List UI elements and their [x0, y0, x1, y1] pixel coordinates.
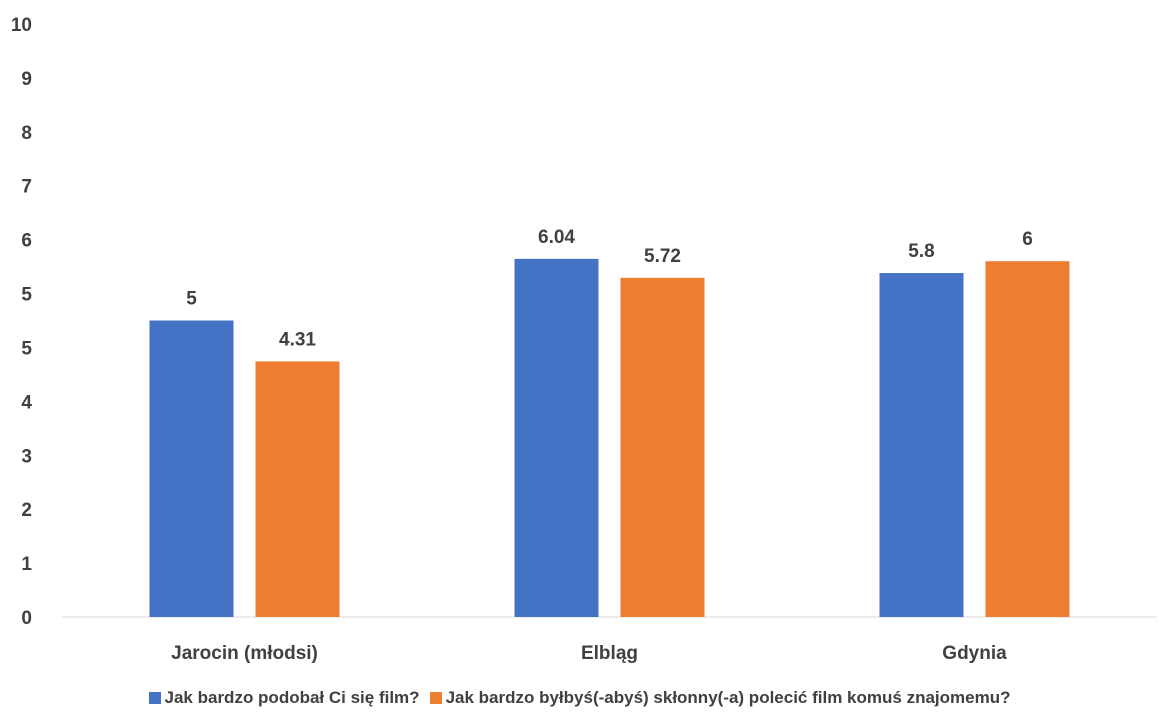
- legend-item-series-1: Jak bardzo podobał Ci się film?: [148, 688, 420, 708]
- legend-item-series-2: Jak bardzo byłbyś(-abyś) skłonny(-a) pol…: [429, 688, 1011, 708]
- y-tick-label: 4: [21, 392, 32, 413]
- bar-series-2-1: [255, 361, 340, 617]
- x-category-label: Jarocin (młodsi): [171, 643, 318, 664]
- y-tick-label: 8: [21, 123, 32, 144]
- y-tick-label: 5: [21, 338, 32, 359]
- y-tick-label: 1: [21, 554, 32, 575]
- legend: Jak bardzo podobał Ci się film? Jak bard…: [0, 688, 1159, 708]
- bar-series-1-3: [879, 273, 964, 617]
- legend-label-series-1: Jak bardzo podobał Ci się film?: [164, 688, 420, 707]
- bar-series-1-2: [514, 258, 599, 617]
- data-label-series-2-1: 4.31: [279, 329, 316, 350]
- bar-series-2-2: [620, 277, 705, 617]
- y-tick-label: 3: [21, 446, 32, 467]
- y-tick-label: 5: [21, 285, 32, 306]
- y-tick-label: 0: [21, 608, 32, 629]
- data-label-series-1-2: 6.04: [538, 227, 575, 248]
- x-axis-categories: Jarocin (młodsi) Elbląg Gdynia: [171, 643, 1007, 664]
- x-category-label: Gdynia: [942, 643, 1007, 664]
- bars: [149, 258, 1070, 617]
- bar-series-2-3: [985, 261, 1070, 617]
- bar-series-1-1: [149, 320, 234, 617]
- y-tick-label: 2: [21, 500, 32, 521]
- data-labels: 5 4.31 6.04 5.72 5.8 6: [186, 227, 1033, 351]
- y-axis-ticks: 0 1 2 3 4 5 5 6 7 8 9 10: [11, 15, 33, 629]
- x-category-label: Elbląg: [581, 643, 638, 664]
- data-label-series-1-3: 5.8: [908, 241, 934, 262]
- y-tick-label: 7: [21, 177, 32, 198]
- legend-label-series-2: Jak bardzo byłbyś(-abyś) skłonny(-a) pol…: [445, 688, 1011, 707]
- legend-swatch-series-2: [429, 692, 442, 704]
- data-label-series-2-3: 6: [1022, 229, 1033, 250]
- data-label-series-1-1: 5: [186, 289, 197, 310]
- data-label-series-2-2: 5.72: [644, 246, 681, 267]
- y-tick-label: 10: [11, 15, 32, 36]
- legend-swatch-series-1: [148, 692, 161, 704]
- y-tick-label: 6: [21, 231, 32, 252]
- y-tick-label: 9: [21, 69, 32, 90]
